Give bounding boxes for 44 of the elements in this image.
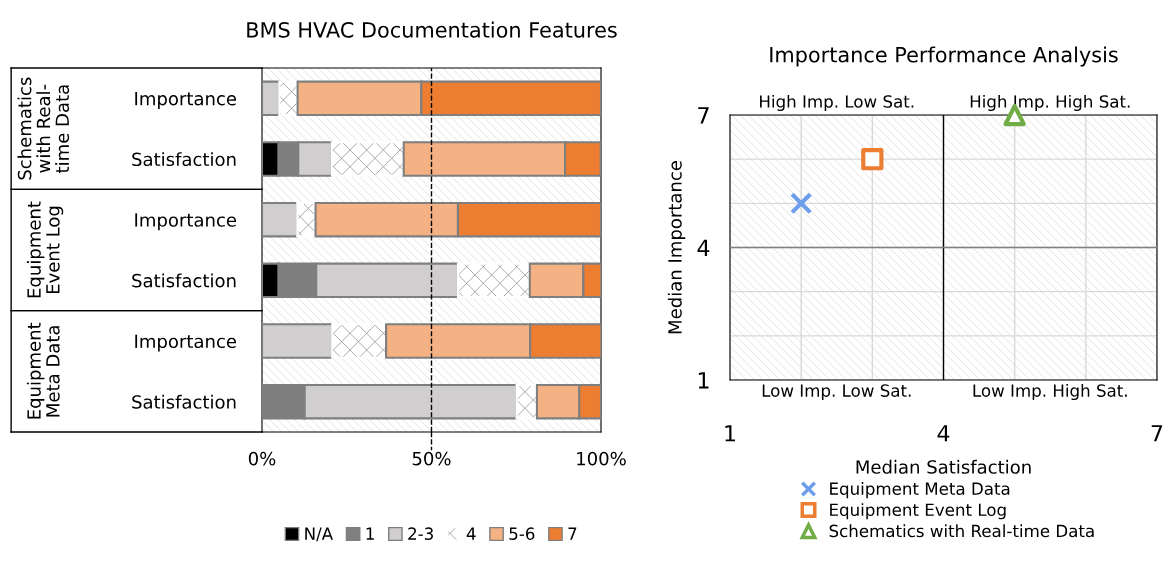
bar <box>262 323 334 359</box>
legend-label: Equipment Meta Data <box>830 482 1010 499</box>
y-axis-title: Median Importance <box>667 161 686 334</box>
legend-label: Schematics with Real-time Data <box>829 524 1094 538</box>
chart-title: BMS HVAC Documentation Features <box>247 21 617 38</box>
chart-title: Importance Performance Analysis <box>770 46 1118 67</box>
text: Equipment Event Log <box>26 201 64 298</box>
y-tick-label: Satisfaction <box>132 394 236 409</box>
y-tick-label: 1 <box>698 372 709 389</box>
bar <box>278 80 299 117</box>
bar <box>296 201 317 238</box>
legend-label: N/A <box>305 527 333 542</box>
legend-label: 2-3 <box>408 527 433 540</box>
bar <box>456 262 531 299</box>
y-tick-label: Importance <box>135 92 237 109</box>
x-tick-label: 4 <box>937 425 950 442</box>
legend-label: 1 <box>366 527 374 540</box>
y-tick-label: Importance <box>135 213 237 231</box>
x-axis-title: Median Satisfaction <box>856 459 1031 474</box>
bar <box>262 201 299 238</box>
text: High Imp. Low Sat. <box>760 94 914 112</box>
x-tick-label: 0% <box>248 451 276 466</box>
text: Equipment Meta Data <box>26 322 60 419</box>
bar <box>330 141 405 177</box>
x-tick-label: 1 <box>725 425 736 442</box>
y-tick-label: Importance <box>135 334 237 352</box>
legend-label: 4 <box>466 527 476 540</box>
point <box>790 192 813 215</box>
y-tick-label: Satisfaction <box>132 273 236 288</box>
y-tick-label: Satisfaction <box>132 152 236 167</box>
y-tick-label: 4 <box>697 239 710 256</box>
text: Schematics with Real- time Data <box>17 77 70 180</box>
legend-label: 7 <box>568 527 577 540</box>
text: Low Imp. High Sat. <box>973 383 1127 401</box>
legend-label: Equipment Event Log <box>830 503 1006 520</box>
y-tick-label: 7 <box>698 107 709 124</box>
bar <box>331 323 388 359</box>
bar <box>262 80 281 117</box>
x-tick-label: 50% <box>412 451 451 466</box>
point <box>861 148 884 171</box>
x-tick-label: 7 <box>1151 425 1163 442</box>
x-tick-label: 100% <box>577 451 626 466</box>
legend-label: 5-6 <box>509 527 535 540</box>
text: Low Imp. Low Sat. <box>762 384 911 401</box>
